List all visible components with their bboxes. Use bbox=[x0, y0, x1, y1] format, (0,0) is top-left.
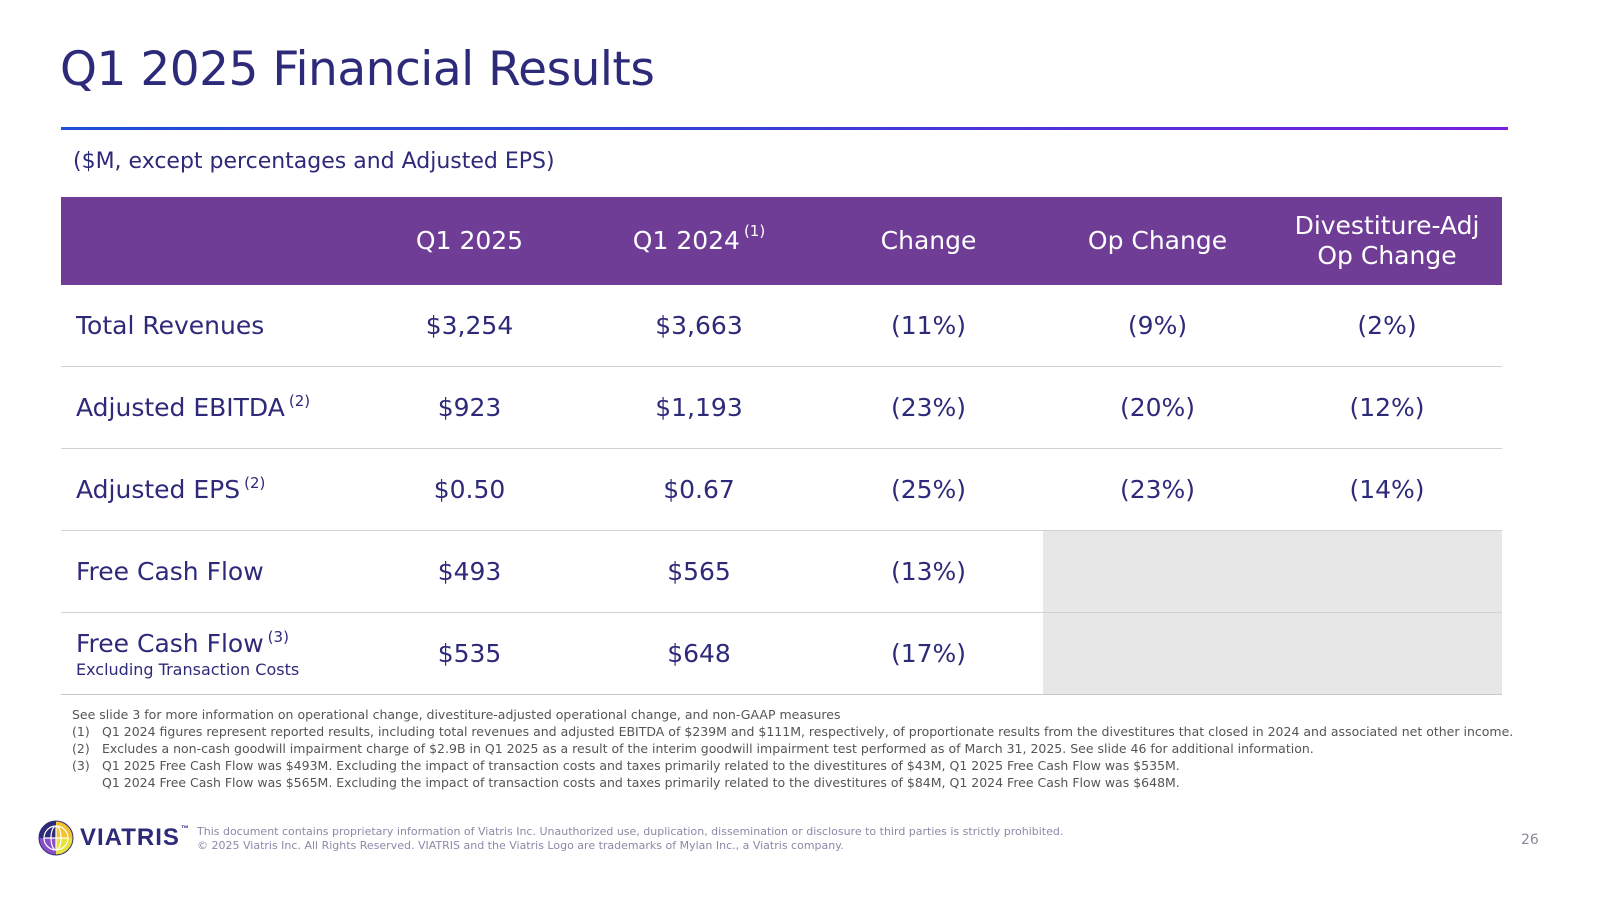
q1-2024-value: $565 bbox=[667, 557, 731, 586]
viatris-logo: VIATRIS™ bbox=[38, 820, 190, 856]
footnote-1-number: (1) bbox=[72, 724, 90, 739]
shaded-empty-cell bbox=[1272, 613, 1502, 694]
row-label-wrap: Total Revenues bbox=[76, 311, 264, 340]
logo-trademark: ™ bbox=[180, 824, 190, 833]
row-label-footnote: (3) bbox=[267, 627, 289, 646]
row-label-text: Free Cash Flow bbox=[76, 628, 264, 658]
q1-2024-value: $1,193 bbox=[655, 393, 743, 422]
op-change-value: (23%) bbox=[1119, 475, 1196, 504]
row-label: Total Revenues bbox=[76, 311, 264, 340]
row-label-cell: Free Cash Flow bbox=[61, 531, 355, 612]
row-sublabel: Excluding Transaction Costs bbox=[76, 659, 300, 679]
table-row: Adjusted EPS (2) $0.50 $0.67 (25%) (23%) (14%) bbox=[61, 449, 1502, 531]
logo-wordmark: VIATRIS™ bbox=[80, 824, 190, 852]
footnote-3-text: Q1 2025 Free Cash Flow was $493M. Exclud… bbox=[102, 758, 1180, 773]
title-divider bbox=[61, 127, 1508, 130]
footer-disclaimer: This document contains proprietary infor… bbox=[197, 825, 1063, 853]
q1-2025-value: $3,254 bbox=[425, 311, 514, 340]
page-number: 26 bbox=[1521, 832, 1539, 848]
q1-2024-value: $0.67 bbox=[663, 475, 735, 504]
change-value: (13%) bbox=[890, 557, 967, 586]
financial-results-table: Q1 2025 Q1 2024 (1) Change Op Change Dive… bbox=[61, 197, 1502, 695]
change-value: (23%) bbox=[890, 393, 967, 422]
row-label-cell: Adjusted EPS (2) bbox=[61, 449, 355, 530]
page-title: Q1 2025 Financial Results bbox=[60, 42, 655, 97]
shaded-empty-cell bbox=[1043, 613, 1272, 694]
header-divestiture-adj-op-change: Divestiture-Adj Op Change bbox=[1272, 197, 1502, 285]
divadj-op-change-value: (2%) bbox=[1357, 311, 1417, 340]
disclaimer-line-2: © 2025 Viatris Inc. All Rights Reserved.… bbox=[197, 839, 844, 852]
q1-2024-value: $648 bbox=[667, 639, 731, 668]
footnote-1: (1) Q1 2024 figures represent reported r… bbox=[72, 723, 1522, 740]
header-divadj-line1: Divestiture-Adj bbox=[1294, 211, 1480, 240]
footnote-2: (2) Excludes a non-cash goodwill impairm… bbox=[72, 740, 1522, 757]
row-label-wrap: Free Cash Flow bbox=[76, 557, 264, 586]
q1-2025-value: $535 bbox=[437, 639, 502, 668]
header-op-change: Op Change bbox=[1087, 226, 1228, 255]
row-label: Adjusted EBITDA (2) bbox=[76, 392, 311, 422]
footnote-1-text: Q1 2024 figures represent reported resul… bbox=[102, 724, 1514, 739]
header-change: Change bbox=[880, 226, 977, 255]
footnote-3: (3) Q1 2025 Free Cash Flow was $493M. Ex… bbox=[72, 757, 1522, 774]
op-change-value: (20%) bbox=[1119, 393, 1196, 422]
op-change-value: (9%) bbox=[1127, 311, 1188, 340]
row-label: Free Cash Flow (3) bbox=[76, 627, 299, 658]
header-divadj-line2: Op Change bbox=[1317, 241, 1457, 270]
header-q1-2024-footnote: (1) bbox=[743, 222, 766, 240]
change-value: (11%) bbox=[890, 311, 967, 340]
logo-wordmark-text: VIATRIS bbox=[80, 824, 180, 851]
table-row: Free Cash Flow (3) Excluding Transaction C… bbox=[61, 613, 1502, 695]
q1-2025-value: $0.50 bbox=[433, 475, 506, 504]
row-label-cell: Total Revenues bbox=[61, 285, 355, 366]
divadj-op-change-value: (12%) bbox=[1349, 393, 1425, 422]
row-label-wrap: Adjusted EBITDA (2) bbox=[76, 392, 311, 422]
viatris-globe-icon bbox=[38, 820, 74, 856]
shaded-empty-cell bbox=[1272, 531, 1502, 612]
q1-2025-value: $923 bbox=[437, 393, 502, 422]
q1-2024-value: $3,663 bbox=[655, 311, 743, 340]
footnote-2-text: Excludes a non-cash goodwill impairment … bbox=[102, 741, 1314, 756]
change-value: (25%) bbox=[890, 475, 967, 504]
row-label-footnote: (2) bbox=[244, 474, 266, 492]
row-label-text: Adjusted EBITDA bbox=[76, 393, 285, 422]
footnote-intro: See slide 3 for more information on oper… bbox=[72, 707, 841, 722]
row-label: Free Cash Flow bbox=[76, 557, 264, 586]
table-body: Total Revenues $3,254 $3,663 (11%) (9%) (2%) A… bbox=[61, 285, 1502, 695]
header-q1-2024-label: Q1 2024 bbox=[632, 226, 740, 255]
table-row: Free Cash Flow $493 $565 (13%) bbox=[61, 531, 1502, 613]
row-label: Adjusted EPS (2) bbox=[76, 474, 266, 504]
change-value: (17%) bbox=[890, 639, 967, 668]
footnotes: See slide 3 for more information on oper… bbox=[72, 706, 1522, 791]
row-label-text: Adjusted EPS bbox=[76, 475, 241, 504]
row-label-text: Free Cash Flow bbox=[76, 557, 264, 586]
footnote-2-number: (2) bbox=[72, 741, 90, 756]
disclaimer-line-1: This document contains proprietary infor… bbox=[197, 825, 1064, 838]
footnote-3-continuation: Q1 2024 Free Cash Flow was $565M. Exclud… bbox=[102, 775, 1180, 790]
row-label-wrap: Free Cash Flow (3) Excluding Transaction C… bbox=[76, 627, 300, 679]
header-q1-2024: Q1 2024 (1) bbox=[584, 197, 814, 285]
footnote-3-number: (3) bbox=[72, 758, 90, 773]
units-subtitle: ($M, except percentages and Adjusted EPS… bbox=[73, 149, 555, 174]
row-label-text: Total Revenues bbox=[76, 311, 265, 340]
row-label-cell: Free Cash Flow (3) Excluding Transaction C… bbox=[61, 613, 355, 694]
table-row: Adjusted EBITDA (2) $923 $1,193 (23%) (20%) (1… bbox=[61, 367, 1502, 449]
q1-2025-value: $493 bbox=[437, 557, 502, 586]
row-label-footnote: (2) bbox=[288, 392, 311, 410]
header-q1-2025: Q1 2025 bbox=[415, 226, 524, 255]
divadj-op-change-value: (14%) bbox=[1349, 475, 1425, 504]
table-header: Q1 2025 Q1 2024 (1) Change Op Change Dive… bbox=[61, 197, 1502, 285]
row-label-cell: Adjusted EBITDA (2) bbox=[61, 367, 355, 448]
row-label-wrap: Adjusted EPS (2) bbox=[76, 474, 266, 504]
table-row: Total Revenues $3,254 $3,663 (11%) (9%) (2%) bbox=[61, 285, 1502, 367]
shaded-empty-cell bbox=[1043, 531, 1272, 612]
header-empty bbox=[61, 197, 355, 285]
